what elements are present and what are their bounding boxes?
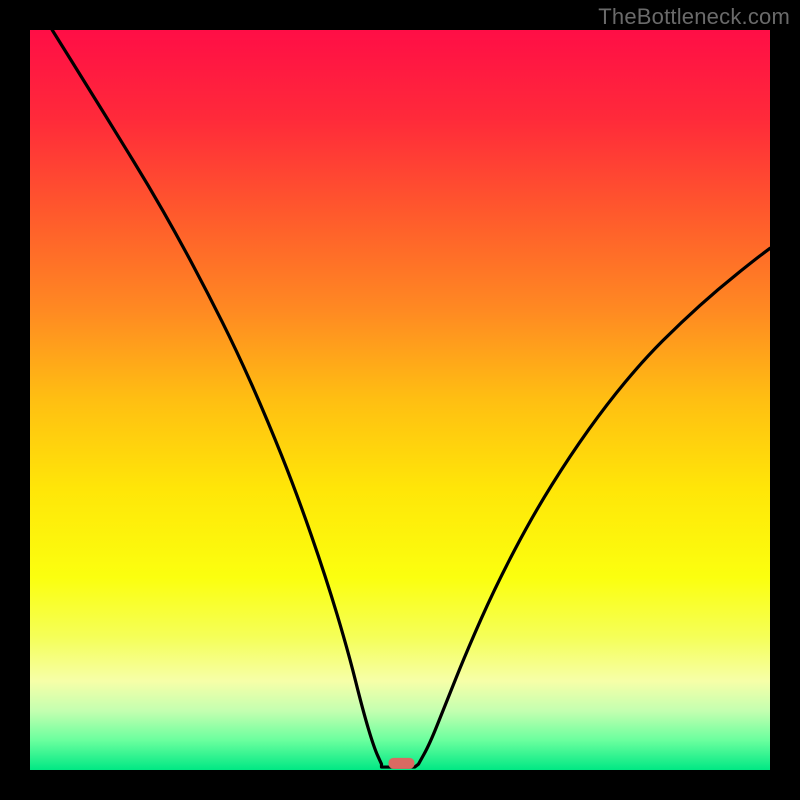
minimum-marker [388,758,414,769]
bottleneck-chart-svg [0,0,800,800]
plot-background [30,30,770,770]
chart-canvas: TheBottleneck.com [0,0,800,800]
watermark-text: TheBottleneck.com [598,4,790,30]
